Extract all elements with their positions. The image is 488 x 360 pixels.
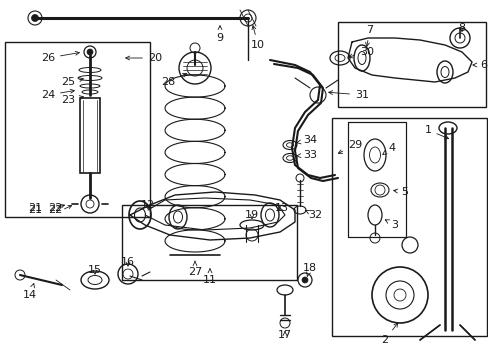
Text: 1: 1 bbox=[424, 125, 447, 139]
Text: 5: 5 bbox=[393, 187, 407, 197]
Text: 31: 31 bbox=[328, 90, 368, 100]
Text: 20: 20 bbox=[125, 53, 162, 63]
Text: 30: 30 bbox=[348, 47, 373, 58]
Text: 2: 2 bbox=[381, 323, 397, 345]
Text: 26: 26 bbox=[41, 51, 79, 63]
Text: 27: 27 bbox=[187, 261, 202, 277]
Text: 23: 23 bbox=[61, 95, 83, 105]
Text: 24: 24 bbox=[41, 89, 74, 100]
Text: 21: 21 bbox=[28, 203, 42, 213]
Bar bbox=[337, 22, 485, 107]
Text: 29: 29 bbox=[338, 140, 362, 153]
Text: 10: 10 bbox=[250, 26, 264, 50]
Text: 17: 17 bbox=[277, 330, 291, 340]
Text: 6: 6 bbox=[472, 60, 486, 70]
Text: 22: 22 bbox=[48, 205, 62, 215]
Circle shape bbox=[31, 14, 39, 22]
Text: 28: 28 bbox=[161, 73, 186, 87]
Text: 25: 25 bbox=[61, 77, 83, 87]
Bar bbox=[347, 122, 405, 237]
Text: 21: 21 bbox=[28, 205, 42, 215]
Text: 16: 16 bbox=[121, 257, 135, 267]
Text: 13: 13 bbox=[274, 203, 288, 213]
Text: 32: 32 bbox=[305, 210, 322, 220]
Text: 22: 22 bbox=[48, 203, 62, 213]
Text: 9: 9 bbox=[216, 26, 223, 43]
Text: 8: 8 bbox=[458, 23, 465, 33]
Bar bbox=[347, 122, 405, 237]
Text: 4: 4 bbox=[382, 143, 395, 154]
Text: 19: 19 bbox=[244, 210, 259, 220]
Circle shape bbox=[87, 49, 93, 55]
Circle shape bbox=[302, 277, 307, 283]
Text: 33: 33 bbox=[296, 150, 316, 160]
Text: 14: 14 bbox=[23, 284, 37, 300]
Circle shape bbox=[84, 46, 96, 58]
Text: 34: 34 bbox=[296, 135, 316, 145]
Text: 3: 3 bbox=[385, 220, 398, 230]
Text: 11: 11 bbox=[203, 269, 217, 285]
Bar bbox=[80, 98, 100, 173]
Text: 18: 18 bbox=[303, 263, 316, 276]
Text: 15: 15 bbox=[88, 265, 102, 275]
Text: 12: 12 bbox=[141, 200, 155, 210]
Bar bbox=[5, 42, 150, 217]
Text: 7: 7 bbox=[365, 25, 373, 46]
Bar bbox=[122, 205, 296, 280]
Bar bbox=[331, 118, 486, 336]
